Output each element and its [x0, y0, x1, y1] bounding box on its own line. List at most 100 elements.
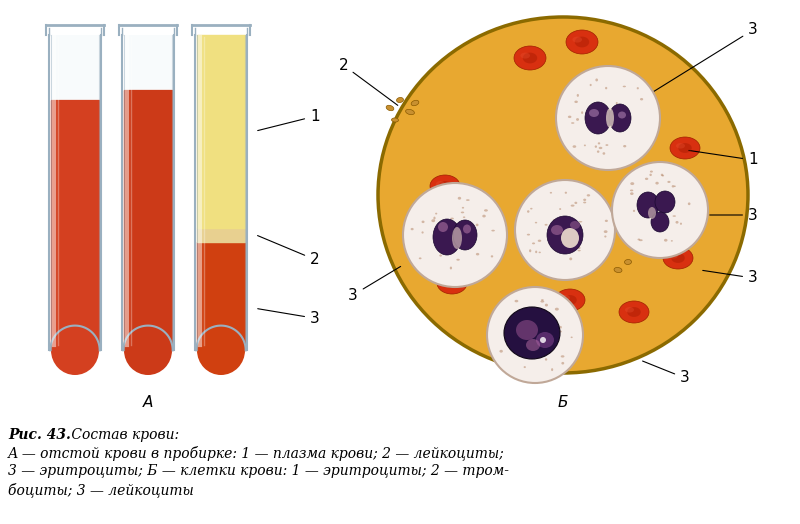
- Ellipse shape: [397, 97, 403, 103]
- Ellipse shape: [605, 220, 608, 222]
- Ellipse shape: [670, 197, 673, 200]
- Ellipse shape: [676, 143, 685, 148]
- Ellipse shape: [532, 243, 535, 244]
- Ellipse shape: [514, 46, 546, 70]
- Ellipse shape: [630, 182, 634, 185]
- Ellipse shape: [422, 221, 425, 223]
- Ellipse shape: [585, 102, 611, 134]
- Ellipse shape: [578, 221, 582, 223]
- Ellipse shape: [571, 122, 574, 124]
- Ellipse shape: [616, 102, 618, 104]
- Ellipse shape: [443, 278, 452, 283]
- Text: 1: 1: [689, 150, 758, 168]
- Ellipse shape: [472, 228, 474, 230]
- Ellipse shape: [522, 313, 526, 315]
- Ellipse shape: [600, 129, 603, 132]
- Bar: [51, 35, 99, 100]
- Ellipse shape: [418, 257, 422, 259]
- Ellipse shape: [674, 185, 676, 187]
- Ellipse shape: [680, 223, 682, 225]
- Circle shape: [556, 66, 660, 170]
- Ellipse shape: [541, 299, 544, 301]
- Ellipse shape: [627, 307, 641, 317]
- Ellipse shape: [456, 259, 460, 261]
- Ellipse shape: [446, 278, 458, 288]
- Ellipse shape: [570, 221, 580, 229]
- Text: 3 — эритроциты; Б — клетки крови: 1 — эритроциты; 2 — тром-: 3 — эритроциты; Б — клетки крови: 1 — эр…: [8, 464, 509, 478]
- Ellipse shape: [437, 272, 467, 294]
- Ellipse shape: [618, 112, 626, 118]
- Ellipse shape: [499, 350, 503, 353]
- Ellipse shape: [51, 325, 99, 375]
- Text: 3: 3: [642, 361, 690, 386]
- Ellipse shape: [578, 250, 581, 252]
- Ellipse shape: [504, 307, 560, 359]
- Ellipse shape: [590, 84, 592, 86]
- Ellipse shape: [566, 30, 598, 54]
- Ellipse shape: [462, 207, 464, 209]
- Ellipse shape: [523, 52, 538, 63]
- Ellipse shape: [574, 202, 578, 204]
- Ellipse shape: [614, 267, 622, 272]
- Ellipse shape: [516, 320, 538, 340]
- Ellipse shape: [616, 127, 619, 129]
- Ellipse shape: [561, 228, 579, 248]
- Ellipse shape: [671, 240, 673, 242]
- Ellipse shape: [531, 309, 534, 311]
- Ellipse shape: [535, 222, 537, 223]
- Ellipse shape: [476, 253, 479, 255]
- Ellipse shape: [438, 237, 441, 238]
- Ellipse shape: [661, 173, 663, 176]
- Ellipse shape: [577, 94, 579, 97]
- Ellipse shape: [671, 253, 685, 263]
- Ellipse shape: [545, 358, 547, 361]
- Ellipse shape: [438, 222, 448, 232]
- Ellipse shape: [625, 259, 631, 265]
- Ellipse shape: [436, 244, 439, 246]
- Ellipse shape: [541, 300, 544, 302]
- Text: Б: Б: [558, 395, 568, 410]
- Ellipse shape: [533, 315, 535, 318]
- Ellipse shape: [655, 182, 658, 184]
- Ellipse shape: [584, 145, 586, 146]
- Ellipse shape: [553, 219, 555, 221]
- Text: 3: 3: [348, 266, 401, 302]
- Ellipse shape: [531, 340, 533, 342]
- Ellipse shape: [606, 144, 608, 146]
- Ellipse shape: [530, 208, 533, 210]
- Ellipse shape: [463, 224, 471, 234]
- Ellipse shape: [538, 252, 541, 253]
- Ellipse shape: [633, 210, 635, 212]
- Bar: [124, 35, 172, 90]
- Ellipse shape: [619, 301, 649, 323]
- Ellipse shape: [581, 111, 583, 114]
- Ellipse shape: [538, 345, 541, 347]
- Ellipse shape: [543, 315, 546, 318]
- Ellipse shape: [630, 192, 634, 195]
- Ellipse shape: [568, 116, 571, 118]
- Ellipse shape: [570, 257, 572, 260]
- Ellipse shape: [678, 143, 692, 153]
- Ellipse shape: [484, 209, 488, 212]
- Circle shape: [487, 287, 583, 383]
- Ellipse shape: [637, 87, 639, 90]
- Ellipse shape: [547, 216, 583, 254]
- Ellipse shape: [650, 173, 652, 176]
- Bar: [51, 100, 99, 351]
- Ellipse shape: [521, 52, 530, 59]
- Ellipse shape: [448, 241, 451, 243]
- Ellipse shape: [604, 230, 607, 233]
- Ellipse shape: [542, 313, 545, 316]
- Ellipse shape: [573, 37, 582, 42]
- Ellipse shape: [598, 142, 600, 145]
- Ellipse shape: [461, 212, 464, 213]
- Ellipse shape: [411, 100, 419, 106]
- Circle shape: [515, 180, 615, 280]
- Ellipse shape: [439, 255, 442, 257]
- Ellipse shape: [433, 219, 461, 255]
- Ellipse shape: [583, 202, 586, 203]
- Ellipse shape: [587, 121, 590, 123]
- Ellipse shape: [574, 101, 578, 103]
- Ellipse shape: [438, 181, 452, 191]
- Ellipse shape: [511, 319, 515, 321]
